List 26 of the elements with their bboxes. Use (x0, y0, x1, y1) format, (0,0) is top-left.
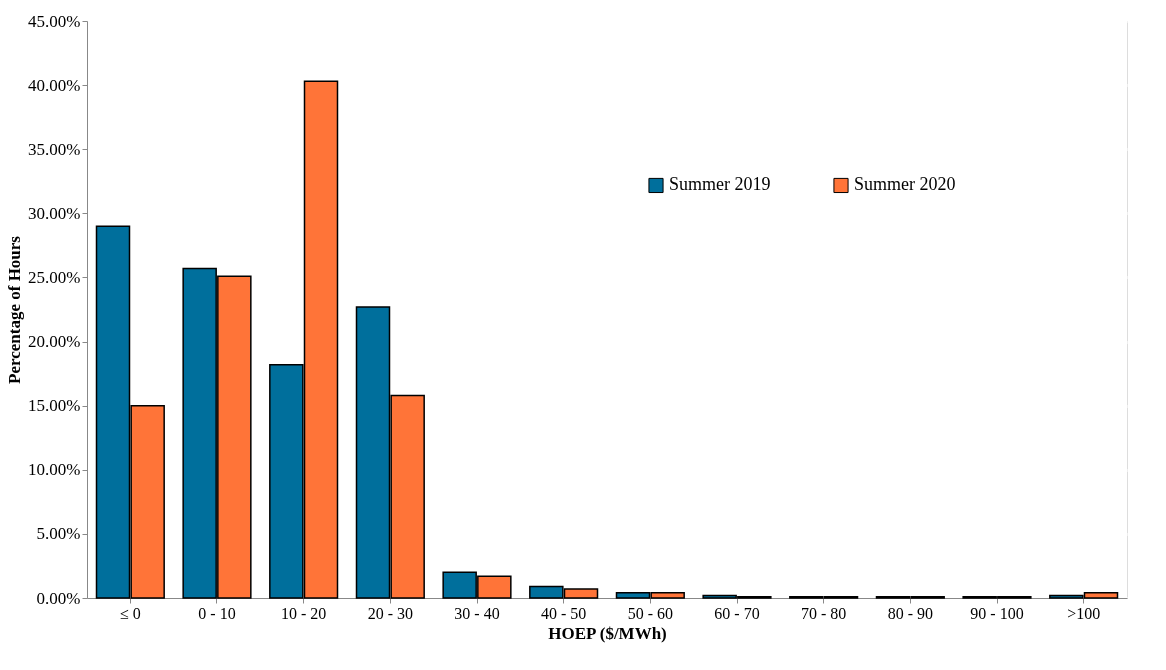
y-tick-label: 0.00% (36, 588, 81, 608)
y-tick-label: 10.00% (28, 460, 81, 480)
x-tick-label: 40 - 50 (541, 604, 587, 622)
x-tick-label: >100 (1067, 604, 1101, 622)
y-tick-label: 25.00% (28, 267, 81, 287)
x-tick-label: 10 - 20 (281, 604, 327, 622)
legend-label: Summer 2020 (854, 174, 956, 195)
y-axis-title: Percentage of Hours (5, 235, 25, 384)
x-tick-label: 20 - 30 (367, 604, 413, 622)
y-tick-label: 20.00% (28, 332, 81, 352)
x-tick-label: 0 - 10 (198, 604, 236, 622)
y-tick-label: 40.00% (28, 75, 81, 95)
x-tick-label: 50 - 60 (627, 604, 673, 622)
x-axis-title: HOEP ($/MWh) (548, 623, 667, 643)
x-tick-label: 30 - 40 (454, 604, 500, 622)
y-tick-label: 5.00% (36, 524, 81, 544)
x-tick-label: 70 - 80 (801, 604, 847, 622)
x-tick-label: 90 - 100 (970, 604, 1024, 622)
y-tick-label: 30.00% (28, 203, 81, 223)
y-tick-label: 15.00% (28, 396, 81, 416)
x-tick-label: 60 - 70 (714, 604, 760, 622)
x-tick-label: ≤ 0 (119, 604, 141, 622)
x-tick-label: 80 - 90 (887, 604, 933, 622)
legend-label: Summer 2019 (669, 174, 771, 195)
y-tick-label: 45.00% (28, 11, 81, 31)
y-tick-label: 35.00% (28, 139, 81, 159)
